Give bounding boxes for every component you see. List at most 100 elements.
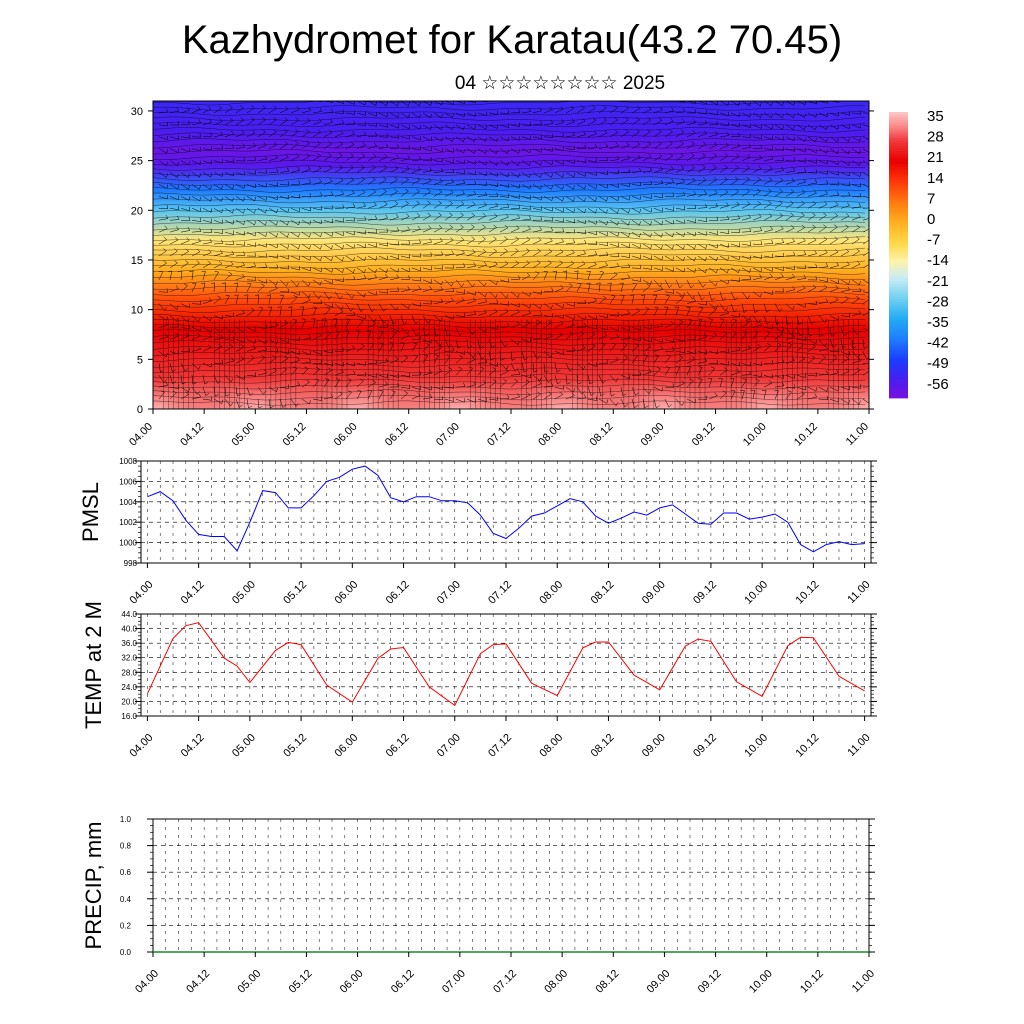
wind-barb-flag xyxy=(815,113,817,118)
wind-barb xyxy=(554,184,563,190)
wind-barb xyxy=(411,101,420,107)
wind-barb xyxy=(400,229,410,233)
wind-barb xyxy=(532,394,541,400)
wind-barb-flag xyxy=(506,365,509,370)
wind-barb-flag xyxy=(298,336,301,341)
wind-barb xyxy=(675,219,685,224)
y-tick-label: 20 xyxy=(131,205,143,217)
wind-barb xyxy=(202,196,211,202)
wind-barb xyxy=(279,119,288,126)
wind-barb xyxy=(246,399,249,408)
wind-barb xyxy=(477,301,487,304)
wind-barb xyxy=(323,396,333,400)
wind-barb xyxy=(631,243,641,249)
colorbar-segment xyxy=(889,296,908,300)
wind-barb-flag xyxy=(243,184,245,189)
wind-barb-flag xyxy=(701,297,705,301)
wind-barb xyxy=(807,339,817,345)
wind-barb-flag xyxy=(287,265,290,270)
wind-barb-flag xyxy=(507,322,510,327)
wind-barb-flag xyxy=(628,221,630,226)
wind-barb xyxy=(532,184,541,190)
wind-barb xyxy=(444,339,450,348)
wind-barb xyxy=(290,279,298,287)
wind-barb xyxy=(851,351,859,359)
wind-barb xyxy=(180,160,189,166)
x-tick-label: 06.00 xyxy=(332,732,360,760)
wind-barb xyxy=(565,184,574,190)
wind-barb-flag xyxy=(766,309,771,313)
wind-barb xyxy=(444,398,454,402)
wind-barb xyxy=(609,336,619,340)
x-tick-label: 06.12 xyxy=(384,732,412,760)
wind-barb-flag xyxy=(815,263,818,268)
wind-barb-flag xyxy=(199,217,202,222)
wind-barb xyxy=(301,291,310,298)
wind-barb-flag xyxy=(463,382,466,387)
wind-barb-flag xyxy=(550,119,554,124)
wind-barb-flag xyxy=(623,342,628,345)
wind-barb-flag xyxy=(364,372,367,377)
wind-barb-flag xyxy=(496,299,499,304)
wind-barb-flag xyxy=(260,283,265,286)
wind-barb-flag xyxy=(320,360,323,364)
wind-barb xyxy=(323,194,333,197)
wind-barb-flag xyxy=(196,248,201,252)
wind-barb xyxy=(862,291,869,294)
colorbar-label: 28 xyxy=(927,129,944,146)
wind-barb-flag xyxy=(342,109,345,114)
wind-barb xyxy=(719,101,729,106)
wind-barb xyxy=(532,322,541,328)
wind-barb-flag xyxy=(475,101,477,103)
wind-barb xyxy=(829,351,840,353)
wind-barb xyxy=(400,374,410,377)
x-tick-label: 05.00 xyxy=(230,579,258,607)
wind-barb xyxy=(587,172,597,176)
wind-barb xyxy=(576,375,579,385)
wind-barb xyxy=(818,160,828,165)
wind-barb xyxy=(488,279,497,286)
wind-barb-flag xyxy=(254,252,257,257)
wind-barb xyxy=(345,319,351,328)
wind-barb xyxy=(719,378,723,388)
wind-barb xyxy=(785,180,795,185)
wind-barb xyxy=(235,231,245,236)
wind-barb xyxy=(202,172,211,178)
wind-barb xyxy=(169,148,179,153)
wind-barb-flag xyxy=(568,283,573,286)
wind-barb-flag xyxy=(188,173,190,178)
wind-barb-flag xyxy=(452,113,454,118)
wind-barb xyxy=(708,101,718,105)
wind-barb xyxy=(532,110,542,114)
wind-barb xyxy=(400,136,410,140)
wind-barb-flag xyxy=(551,287,554,292)
colorbar-label: -28 xyxy=(927,293,949,310)
wind-barb xyxy=(356,380,364,388)
wind-barb xyxy=(268,279,277,286)
wind-barb xyxy=(664,339,674,343)
wind-barb xyxy=(290,120,299,126)
wind-barb xyxy=(400,255,410,259)
wind-barb xyxy=(576,253,586,257)
wind-barb xyxy=(301,368,309,376)
wind-barb xyxy=(521,275,531,281)
wind-barb-flag xyxy=(540,120,543,125)
wind-barb-flag xyxy=(318,165,322,169)
wind-barb xyxy=(554,375,558,384)
wind-barb-flag xyxy=(661,220,663,225)
wind-barb-flag xyxy=(634,405,638,408)
wind-barb xyxy=(455,148,464,154)
wind-barb xyxy=(290,267,300,271)
wind-barb-flag xyxy=(228,271,233,275)
colorbar-label: -21 xyxy=(927,273,949,290)
wind-barb-flag xyxy=(315,366,320,370)
isotherm-line xyxy=(153,378,866,384)
wind-barb xyxy=(257,119,266,126)
wind-barb xyxy=(664,367,671,376)
wind-barb xyxy=(224,264,234,269)
wind-barb xyxy=(807,357,816,364)
wind-barb xyxy=(763,267,773,272)
wind-barb-flag xyxy=(331,205,334,210)
x-tick-label: 05.12 xyxy=(281,579,309,607)
wind-barb-flag xyxy=(694,335,697,340)
